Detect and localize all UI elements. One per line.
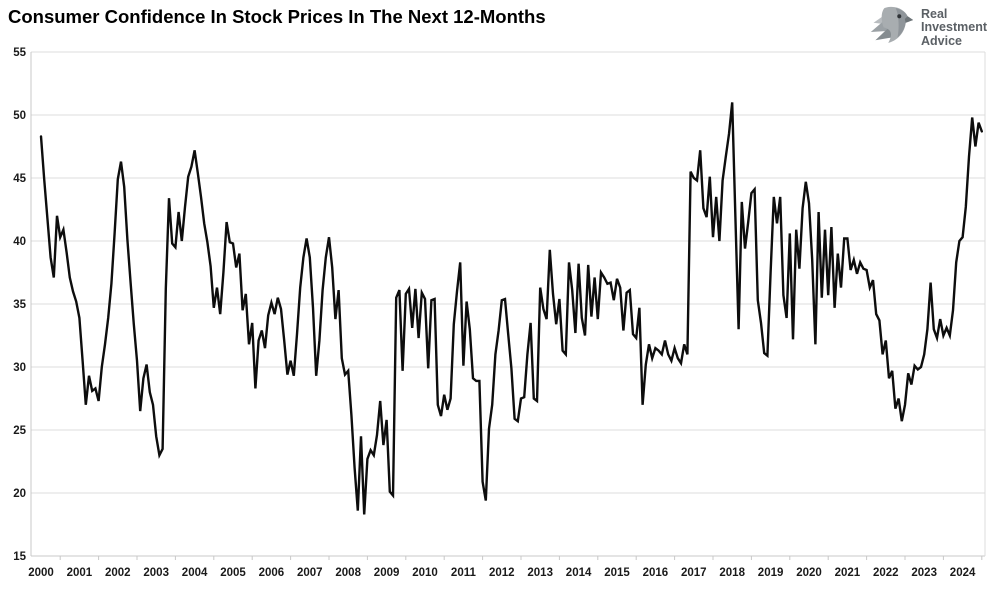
x-axis-label-2001: 2001 bbox=[67, 567, 93, 579]
x-axis-label-2022: 2022 bbox=[873, 567, 899, 579]
x-axis-label-2010: 2010 bbox=[412, 567, 438, 579]
y-axis-label-25: 25 bbox=[13, 425, 26, 437]
y-gridlines bbox=[31, 51, 985, 557]
x-axis-label-2014: 2014 bbox=[566, 567, 592, 579]
y-axis-label-50: 50 bbox=[13, 110, 26, 122]
x-axis-label-2011: 2011 bbox=[451, 567, 477, 579]
x-axis-label-2024: 2024 bbox=[950, 567, 976, 579]
x-axis-label-2015: 2015 bbox=[604, 567, 630, 579]
x-axis-label-2020: 2020 bbox=[796, 567, 822, 579]
eagle-icon bbox=[868, 4, 914, 52]
x-axis-labels: 2000 2001 2002 2003 2004 2005 2006 2007 2008 2009… bbox=[28, 567, 976, 579]
chart-title: Consumer Confidence In Stock Prices In T… bbox=[8, 6, 546, 27]
y-axis-label-45: 45 bbox=[13, 173, 26, 185]
y-axis-label-40: 40 bbox=[13, 236, 26, 248]
x-axis-ticks bbox=[59, 556, 983, 560]
x-axis-label-2012: 2012 bbox=[489, 567, 515, 579]
x-axis-label-2006: 2006 bbox=[259, 567, 285, 579]
x-axis-label-2021: 2021 bbox=[835, 567, 861, 579]
y-axis-label-35: 35 bbox=[13, 299, 26, 311]
y-axis-label-20: 20 bbox=[13, 488, 26, 500]
x-axis-label-2007: 2007 bbox=[297, 567, 323, 579]
logo-line-2: Investment bbox=[921, 20, 987, 35]
x-axis-label-2005: 2005 bbox=[220, 567, 246, 579]
x-axis-label-2000: 2000 bbox=[28, 567, 54, 579]
logo-line-1: Real bbox=[921, 6, 948, 21]
x-axis-label-2008: 2008 bbox=[335, 567, 361, 579]
x-axis-label-2009: 2009 bbox=[374, 567, 400, 579]
x-axis-label-2019: 2019 bbox=[758, 567, 784, 579]
x-axis-label-2003: 2003 bbox=[143, 567, 169, 579]
y-axis-label-30: 30 bbox=[13, 362, 26, 374]
logo-wordmark: Real Investment Advice bbox=[921, 6, 987, 49]
y-axis-labels: 15 20 25 30 35 40 45 50 55 bbox=[13, 47, 26, 563]
y-axis-label-15: 15 bbox=[13, 551, 26, 563]
x-axis-label-2004: 2004 bbox=[182, 567, 208, 579]
axes bbox=[30, 52, 986, 556]
x-axis-label-2002: 2002 bbox=[105, 567, 131, 579]
logo-line-3: Advice bbox=[921, 33, 962, 48]
x-axis-label-2017: 2017 bbox=[681, 567, 707, 579]
x-axis-label-2018: 2018 bbox=[719, 567, 745, 579]
ria-logo: Real Investment Advice bbox=[868, 4, 987, 52]
y-axis-label-55: 55 bbox=[13, 47, 26, 59]
confidence-series-line bbox=[39, 102, 983, 515]
x-axis-label-2013: 2013 bbox=[527, 567, 553, 579]
x-axis-label-2023: 2023 bbox=[911, 567, 937, 579]
x-axis-label-2016: 2016 bbox=[643, 567, 669, 579]
